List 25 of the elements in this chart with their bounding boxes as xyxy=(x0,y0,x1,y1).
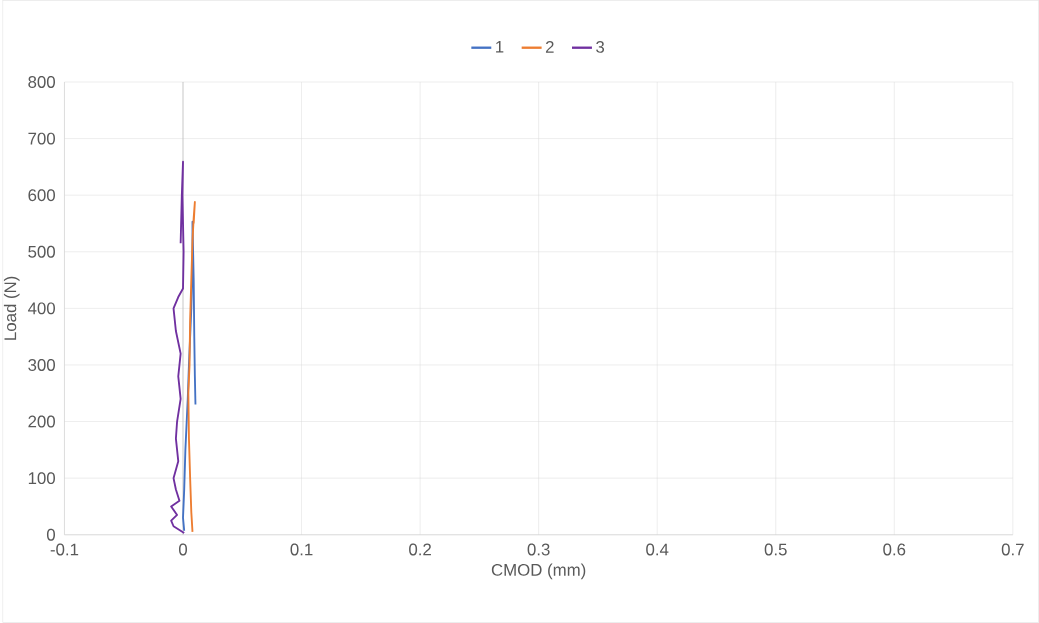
x-tick-label: 0.2 xyxy=(409,543,431,556)
y-tick-label: 700 xyxy=(28,132,56,145)
y-tick-label: 500 xyxy=(28,245,56,258)
x-tick-label: -0.1 xyxy=(50,543,79,556)
line-series xyxy=(187,201,196,533)
x-tick-label: 0.3 xyxy=(527,543,550,556)
legend-label: 1 xyxy=(496,41,504,53)
x-tick-label: 0.7 xyxy=(1001,543,1024,556)
y-tick-label: 200 xyxy=(28,415,56,428)
x-tick-label: 0.4 xyxy=(646,543,669,556)
x-tick-label: 0.5 xyxy=(764,543,787,556)
legend-label: 3 xyxy=(596,41,605,53)
y-tick-label: 0 xyxy=(46,528,56,541)
x-axis-title: CMOD (mm) xyxy=(491,563,586,580)
line-series xyxy=(170,160,186,535)
y-tick-label: 400 xyxy=(27,302,56,315)
y-tick-label: 600 xyxy=(28,189,56,202)
x-tick-label: 0 xyxy=(178,543,188,556)
y-tick-label: 300 xyxy=(28,359,56,372)
x-tick-label: 0.6 xyxy=(883,543,906,556)
y-axis-title: Load (N) xyxy=(3,276,20,340)
y-tick-label: 100 xyxy=(28,472,56,485)
legend-label: 2 xyxy=(545,41,554,53)
x-tick-label: 0.1 xyxy=(290,543,313,556)
y-tick-label: 800 xyxy=(28,76,56,89)
